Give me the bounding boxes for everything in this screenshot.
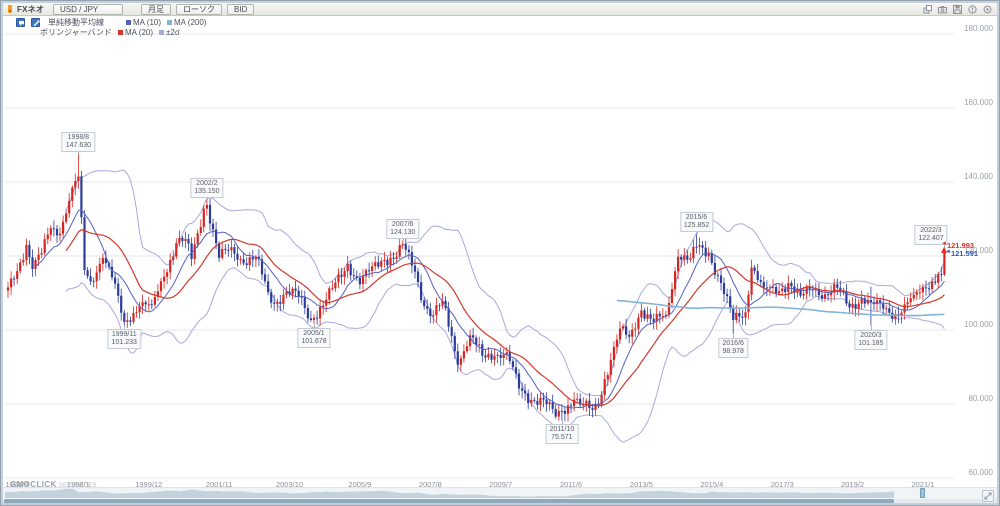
indicator-legend: 単純移動平均線 MA (10) MA (200) ボリンジャーバンド MA (2… [16,18,206,38]
y-axis-label: 180.000 [964,24,993,33]
bollinger-upper-line [65,169,945,397]
quote-side-selector[interactable]: BID [227,3,255,15]
popout-icon[interactable] [923,4,932,14]
x-axis-label: 2003/10 [275,480,304,489]
y-axis-label: 100.000 [964,320,993,329]
annotation-connector [733,333,735,338]
extreme-annotation: 2020/3 101.185 [854,329,888,350]
x-axis-label: 2017/3 [770,480,794,489]
x-axis-label: 1998/1 [66,480,90,489]
ma200-swatch [167,20,173,25]
extreme-annotation: 2005/1 101.678 [297,327,331,348]
extreme-annotation: 2016/6 98.978 [718,337,748,358]
alert-icon[interactable] [968,4,977,14]
annotation-connector [944,243,946,248]
extreme-annotation: 2022/3 122.407 [914,225,948,246]
settings-icon[interactable] [983,5,992,14]
y-axis-label: 80.000 [968,394,993,403]
extreme-annotation: 1999/11 101.233 [107,329,141,350]
y-axis-label: 120.000 [964,246,993,255]
annotation-connector [870,325,872,330]
x-axis-label: 1999/12 [135,480,163,489]
ma10-line [35,209,945,409]
x-axis-label: 2015/4 [700,480,724,489]
extreme-annotation: 2002/2 135.150 [190,177,224,198]
annotation-connector [124,325,126,330]
bid-price-label: ◄121.591 [945,249,979,259]
x-axis-label: 2007/8 [418,480,442,489]
chart-type-selector[interactable]: ローソク [176,3,223,15]
ask-price-label: ◄121.993 [941,240,975,250]
symbol-selector[interactable]: USD / JPY [53,3,124,15]
up-candle-bodies [6,176,946,417]
toolbar: FXネオ USD / JPY 月足 ローソク BID [3,3,997,16]
x-axis-label: 2021/1 [911,480,935,489]
indicator2-name: ボリンジャーバンド [40,28,112,37]
chart-canvas[interactable] [3,3,997,503]
down-candle-bodies [13,176,943,417]
x-axis-label: 1996/9 [5,480,29,489]
navigator-area [5,488,894,498]
x-axis-label: 2009/7 [489,480,513,489]
ma10-swatch [126,20,131,25]
extreme-annotation: 2011/10 75.571 [545,424,579,445]
brand-watermark: GMOCLICK SECURITIES [10,480,97,489]
x-axis-label: 2011/6 [559,480,583,489]
ma20-swatch [118,30,123,35]
annotation-connector [402,236,404,241]
scrollbar-thumb[interactable] [4,499,894,503]
indicator1-name: 単純移動平均線 [48,18,104,27]
x-axis-label: 2001/11 [205,480,233,489]
extreme-annotation: 2007/6 124.130 [386,218,420,239]
up-arrow-marker [941,246,948,253]
annotation-connector [561,420,563,425]
legend-item-ma200: MA (200) [167,18,206,27]
timeframe-selector[interactable]: 月足 [141,3,172,15]
y-axis-label: 160.000 [964,98,993,107]
toolbar-icons [923,4,992,14]
camera-icon[interactable] [938,5,947,14]
wrench-icon[interactable] [31,18,40,27]
legend-item-sigma: ±2σ [159,28,180,37]
resize-button[interactable] [982,490,994,502]
annotation-connector [78,149,80,154]
annotation-connector [696,230,698,235]
resize-icon [984,492,992,500]
x-axis-label: 2013/5 [629,480,653,489]
save-icon[interactable] [953,4,962,14]
legend-item-ma10: MA (10) [126,18,161,27]
ma200-line [616,299,945,317]
extreme-annotation: 1998/8 147.630 [61,131,96,152]
annotation-connector [314,323,315,328]
extreme-annotation: 2015/6 125.852 [679,212,714,233]
legend-item-ma20: MA (20) [118,28,153,37]
x-axis-label: 2019/2 [841,480,865,489]
comment-icon[interactable] [16,18,25,27]
y-axis-label: 60.000 [968,468,993,477]
app-title: FXネオ [17,4,45,14]
down-candle-wicks [13,170,942,422]
bollinger-lower-line [65,267,945,443]
sigma-swatch [159,30,165,35]
navigator-handle[interactable] [920,488,925,498]
x-axis-label: 2005/9 [348,480,372,489]
ma20-line [65,229,945,407]
y-axis-label: 140.000 [964,172,993,181]
chart-app: FXネオ USD / JPY 月足 ローソク BID [3,3,997,503]
annotation-connector [206,195,208,200]
app-icon [8,5,12,13]
